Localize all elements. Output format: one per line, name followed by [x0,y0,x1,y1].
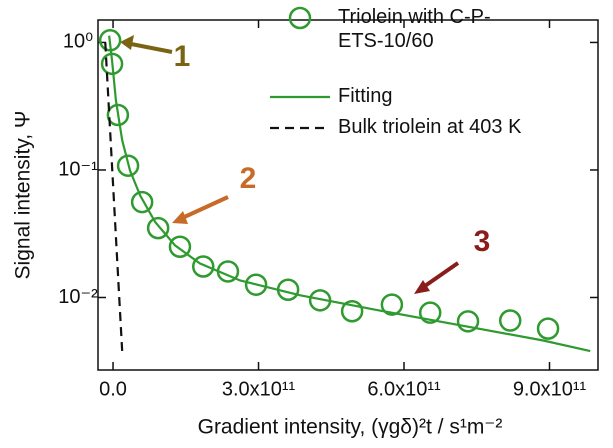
data-point [498,309,522,332]
y-tick-label: 10⁻¹ [58,158,98,180]
data-point [116,154,140,177]
data-point [456,310,480,333]
y-axis-title: Signal intensity, Ψ [12,111,35,280]
y-tick-label: 10⁰ [63,31,93,53]
data-point [168,235,192,258]
legend-entry: Triolein with C-P-ETS-10/60 [338,6,491,52]
arrow [420,261,460,290]
x-tick-label: 0.0 [99,378,127,400]
annotation: 1 [174,40,191,73]
data-point [244,273,268,296]
fit-line [108,35,591,353]
arrow-head [414,280,430,294]
data-point [130,190,154,214]
data-point [106,103,130,127]
plot-frame [97,19,599,371]
y-tick-label: 10⁻² [58,286,98,308]
legend-label: Bulk triolein at 403 K [338,116,522,138]
data-point [191,255,215,278]
arrow-head [172,211,188,224]
dashed-line [104,42,124,353]
x-tick-label: 9.0x10¹¹ [513,378,587,400]
arrow [179,195,229,221]
legend-entry: Bulk triolein at 403 K [338,116,522,138]
data-point [380,293,404,316]
legend-marker [288,6,312,30]
data-point [418,301,442,324]
plot-area [98,29,591,353]
data-point [146,216,170,240]
x-tick-label: 6.0x10¹¹ [367,378,441,400]
annotation: 2 [240,162,257,195]
x-tick-label: 3.0x10¹¹ [222,378,296,400]
arrow [125,41,173,54]
annotation: 3 [474,225,491,258]
x-axis-title: Gradient intensity, (γgδ)²t / s¹m⁻² [198,416,503,439]
legend-label: Fitting [338,85,393,107]
legend-label: Triolein with C-P-ETS-10/60 [338,6,491,52]
legend-entry: Fitting [338,85,393,107]
data-point [340,299,364,323]
data-point [536,317,560,340]
arrows [120,35,460,294]
arrow-head [120,35,134,50]
